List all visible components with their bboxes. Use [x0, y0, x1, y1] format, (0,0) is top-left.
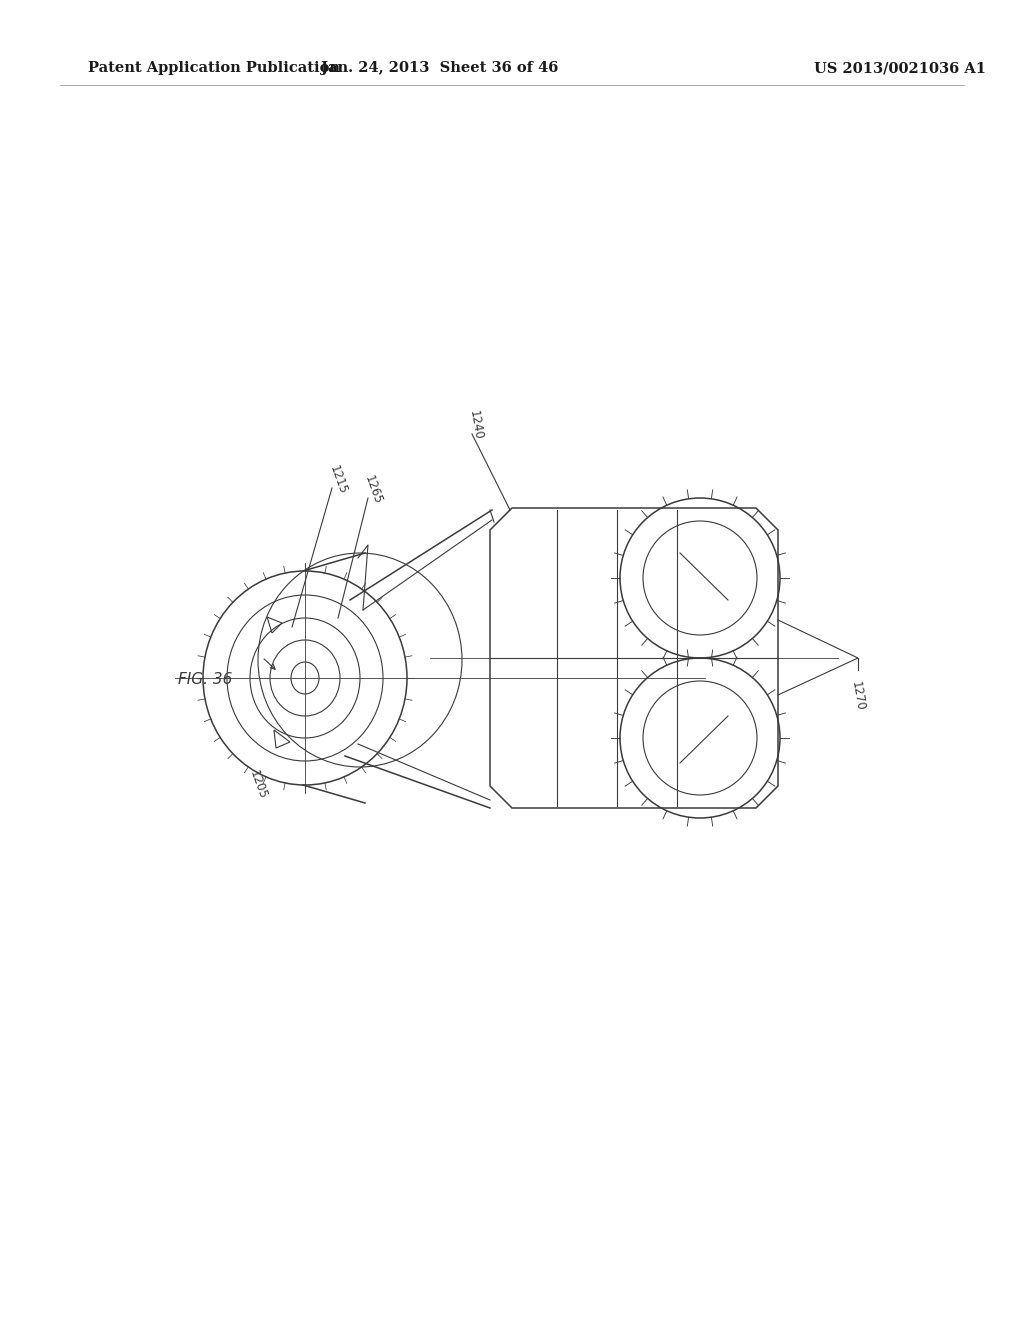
Text: US 2013/0021036 A1: US 2013/0021036 A1: [814, 61, 986, 75]
Text: 1205: 1205: [247, 768, 269, 801]
Text: 1265: 1265: [361, 474, 384, 507]
Text: 1240: 1240: [467, 409, 485, 441]
Text: 1270: 1270: [849, 680, 867, 711]
Text: 1215: 1215: [327, 463, 349, 496]
Text: Patent Application Publication: Patent Application Publication: [88, 61, 340, 75]
Text: FIG. 36: FIG. 36: [178, 672, 232, 688]
Text: Jan. 24, 2013  Sheet 36 of 46: Jan. 24, 2013 Sheet 36 of 46: [322, 61, 559, 75]
